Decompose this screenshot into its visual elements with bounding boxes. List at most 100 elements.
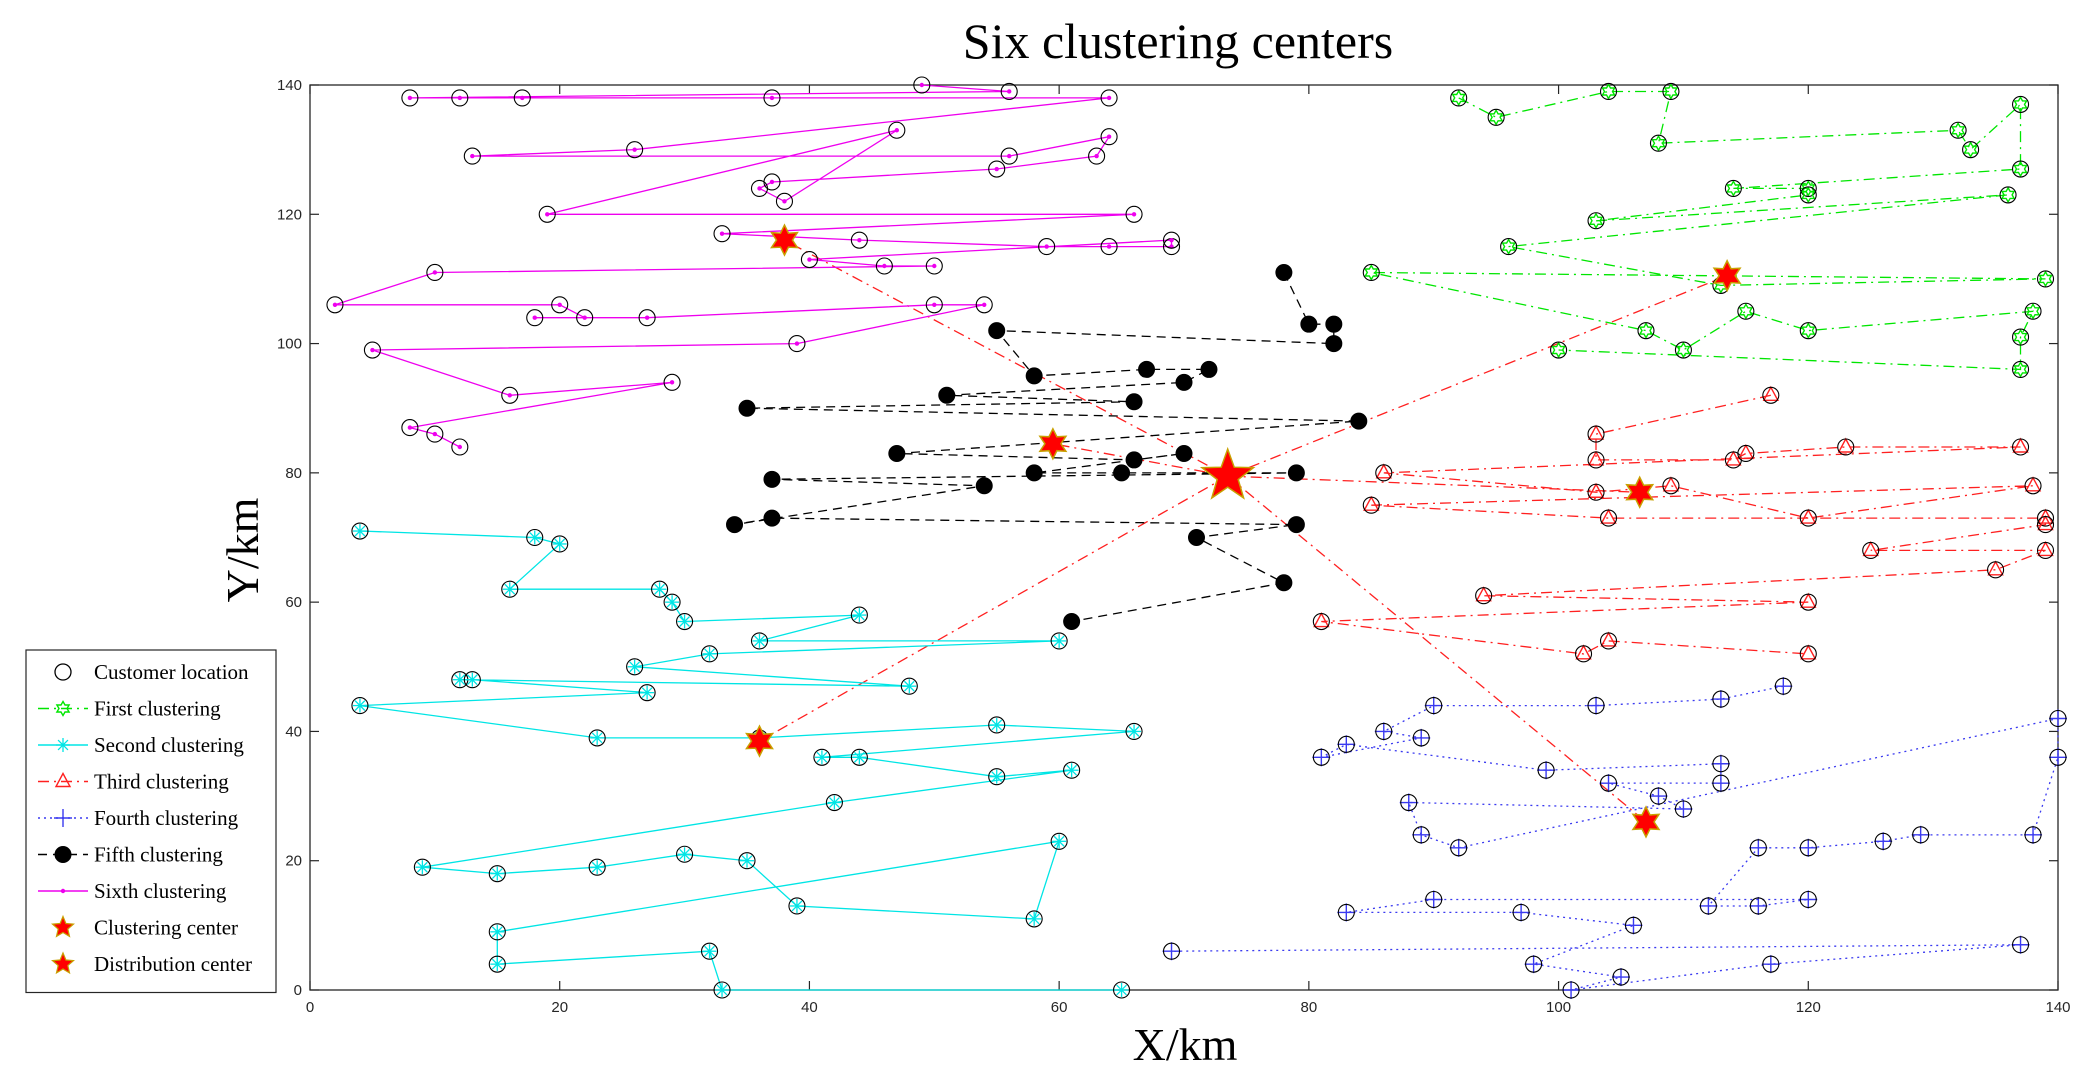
customer-location — [1125, 205, 1143, 223]
customer-location — [1762, 955, 1780, 973]
cluster-series — [1312, 385, 2055, 663]
hexagram-mark — [2013, 328, 2028, 346]
data-point — [1127, 724, 1142, 739]
data-point — [1738, 302, 1754, 320]
hexagram-mark — [2013, 160, 2028, 178]
data-point — [702, 646, 717, 661]
customer-location — [451, 438, 469, 456]
data-point — [1524, 955, 1543, 974]
data-point — [1676, 341, 1691, 359]
x-axis-label: X/km — [1133, 1019, 1238, 1070]
dot-mark — [520, 95, 525, 101]
data-point — [1762, 385, 1780, 401]
filled-circle-mark — [888, 444, 906, 462]
hexagram-mark — [1588, 212, 1604, 230]
hexagram-mark — [1638, 322, 1654, 340]
asterisk-stroke — [853, 751, 865, 763]
data-point — [332, 302, 338, 307]
data-point — [490, 866, 505, 881]
legend-marker-icon — [54, 846, 72, 863]
hexagram-mark — [1451, 89, 1466, 107]
data-point — [1624, 916, 1643, 935]
data-point — [470, 153, 475, 159]
data-point — [1874, 832, 1893, 851]
data-point — [752, 633, 767, 648]
data-point — [1106, 244, 1112, 249]
dot-mark — [807, 257, 812, 262]
data-point — [1287, 464, 1305, 482]
customer-location — [1862, 541, 1880, 559]
customer-location — [1799, 186, 1817, 204]
data-point — [1412, 728, 1431, 747]
dot-mark — [982, 302, 987, 307]
data-point — [1131, 212, 1137, 217]
circle-mark — [54, 663, 72, 681]
customer-location — [1799, 322, 1817, 340]
filled-circle-mark — [726, 516, 744, 534]
customer-location — [1000, 147, 1018, 165]
customer-location — [1450, 89, 1468, 107]
customer-location — [1674, 800, 1692, 818]
customer-location — [1774, 677, 1792, 695]
axes-frame — [309, 84, 2059, 991]
data-point — [1175, 444, 1193, 462]
data-point — [665, 595, 680, 610]
data-point — [1052, 834, 1067, 849]
filled-circle-mark — [738, 399, 756, 417]
data-point — [465, 672, 480, 687]
chart-title: Six clustering centers — [963, 13, 1393, 69]
dot-mark — [769, 179, 775, 185]
customer-location — [426, 263, 444, 282]
hexagram-mark — [1800, 322, 1816, 340]
customer-location — [401, 89, 419, 107]
filled-circle-mark — [1175, 444, 1193, 462]
customer-location — [1162, 942, 1181, 960]
data-point — [1587, 482, 1605, 498]
dot-mark — [644, 315, 650, 320]
customer-location — [800, 250, 818, 269]
x-tick-label: 40 — [801, 999, 818, 1016]
dot-mark — [432, 431, 438, 437]
asterisk-stroke — [491, 868, 503, 880]
customer-location — [1649, 787, 1668, 805]
customer-location — [1612, 968, 1630, 986]
x-tick-label: 140 — [2045, 999, 2070, 1016]
customer-location — [2049, 748, 2067, 766]
asterisk-stroke — [666, 596, 678, 608]
data-point — [1094, 153, 1099, 159]
data-point — [1374, 722, 1393, 741]
triangle-mark — [1737, 443, 1755, 460]
dot-mark — [719, 231, 725, 236]
data-point — [582, 315, 587, 320]
customer-location — [2036, 509, 2055, 527]
customer-location — [1587, 212, 1605, 230]
data-point — [763, 509, 781, 527]
customer-location — [1400, 793, 1418, 812]
customer-location — [1412, 729, 1430, 747]
customer-location — [1837, 438, 1855, 456]
data-point — [1313, 612, 1330, 628]
cluster-route — [1371, 90, 2046, 371]
dot-mark — [60, 888, 66, 894]
data-point — [2024, 476, 2042, 492]
legend-entry: Sixth clustering — [38, 879, 227, 903]
customer-location — [1550, 341, 1568, 359]
data-point — [370, 347, 375, 353]
data-point — [1963, 141, 1978, 159]
data-point — [757, 186, 762, 191]
filled-circle-mark — [1325, 335, 1343, 353]
customer-location — [1799, 509, 1817, 527]
asterisk-stroke — [554, 538, 566, 550]
y-tick-label: 80 — [285, 465, 302, 482]
customer-location — [750, 179, 769, 197]
hexagram-mark — [1601, 83, 1616, 100]
data-point — [1138, 360, 1156, 378]
customer-location — [913, 76, 931, 94]
data-point — [2025, 302, 2041, 320]
plot-area: 0 20 40 60 80 100 120 140 0 20 40 60 80 100 120 140 — [277, 76, 2071, 1016]
data-point — [1800, 644, 1817, 660]
customer-location — [1362, 496, 1380, 514]
data-point — [1512, 903, 1531, 922]
dot-mark — [994, 166, 999, 172]
x-tick-label: 100 — [1546, 999, 1571, 1016]
